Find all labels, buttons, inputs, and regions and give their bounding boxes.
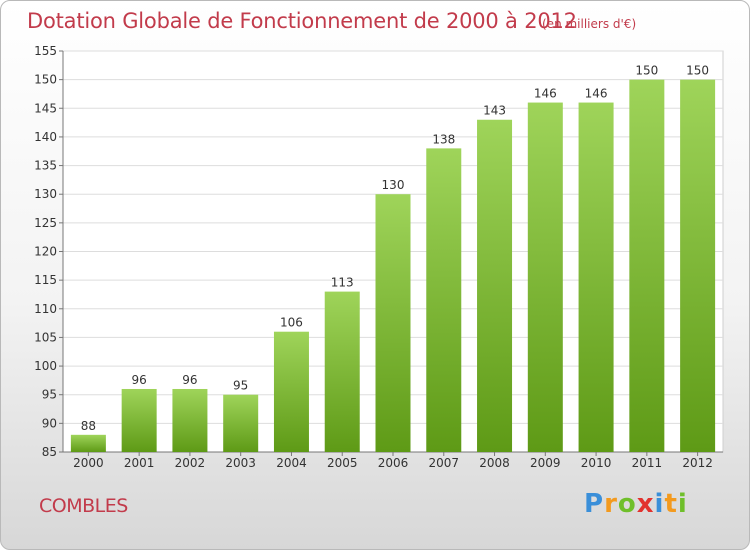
commune-name: COMBLES xyxy=(39,495,128,517)
data-label: 88 xyxy=(81,419,96,433)
y-tick-label: 110 xyxy=(34,302,57,316)
chart-subtitle: (en milliers d'€) xyxy=(542,17,637,31)
data-label: 150 xyxy=(686,64,709,78)
data-label: 146 xyxy=(585,87,608,101)
chart-title: Dotation Globale de Fonctionnement de 20… xyxy=(27,9,577,33)
logo-letter: x xyxy=(636,489,655,519)
x-tick-label: 2006 xyxy=(378,456,409,470)
bar xyxy=(629,79,665,453)
y-tick-label: 155 xyxy=(34,44,57,58)
x-tick-label: 2005 xyxy=(327,456,358,470)
logo-letter: o xyxy=(617,489,637,519)
x-tick-label: 2001 xyxy=(124,456,155,470)
x-tick-label: 2008 xyxy=(479,456,510,470)
x-tick-label: 2004 xyxy=(276,456,307,470)
data-label: 106 xyxy=(280,316,303,330)
data-label: 146 xyxy=(534,87,557,101)
y-tick-label: 120 xyxy=(34,245,57,259)
data-label: 143 xyxy=(483,104,506,118)
y-tick-label: 85 xyxy=(42,445,57,459)
bar xyxy=(578,102,614,453)
y-tick-label: 90 xyxy=(42,416,57,430)
y-tick-label: 115 xyxy=(34,273,57,287)
y-tick-label: 100 xyxy=(34,359,57,373)
x-tick-label: 2011 xyxy=(632,456,663,470)
x-tick-label: 2003 xyxy=(225,456,256,470)
bar xyxy=(121,388,157,452)
logo-letter: i xyxy=(677,489,688,519)
y-tick-label: 140 xyxy=(34,130,57,144)
logo-letter: r xyxy=(604,489,618,519)
bar xyxy=(527,102,563,453)
bar xyxy=(324,291,360,452)
y-tick-label: 150 xyxy=(34,73,57,87)
y-tick-label: 145 xyxy=(34,101,57,115)
bar xyxy=(223,394,259,452)
bar xyxy=(680,79,716,453)
bar xyxy=(172,388,208,452)
x-tick-label: 2007 xyxy=(428,456,459,470)
x-tick-label: 2010 xyxy=(581,456,612,470)
bar xyxy=(477,119,513,452)
data-label: 96 xyxy=(132,373,147,387)
y-tick-label: 135 xyxy=(34,159,57,173)
x-tick-label: 2002 xyxy=(175,456,206,470)
data-label: 95 xyxy=(233,379,248,393)
x-tick-label: 2012 xyxy=(682,456,713,470)
y-tick-label: 125 xyxy=(34,216,57,230)
data-label: 113 xyxy=(331,276,354,290)
y-tick-label: 95 xyxy=(42,388,57,402)
logo-letter: i xyxy=(654,489,665,519)
data-label: 96 xyxy=(182,373,197,387)
bar xyxy=(426,148,462,452)
x-tick-label: 2000 xyxy=(73,456,104,470)
bar xyxy=(273,331,309,452)
logo-letter: t xyxy=(664,489,678,519)
proxiti-logo: Proxiti xyxy=(584,489,688,519)
y-tick-label: 130 xyxy=(34,187,57,201)
bar xyxy=(375,194,411,452)
data-label: 130 xyxy=(382,178,405,192)
x-tick-label: 2009 xyxy=(530,456,561,470)
logo-letter: P xyxy=(584,489,605,519)
data-label: 150 xyxy=(635,64,658,78)
data-label: 138 xyxy=(432,132,455,146)
y-tick-label: 105 xyxy=(34,330,57,344)
bar xyxy=(70,434,106,452)
